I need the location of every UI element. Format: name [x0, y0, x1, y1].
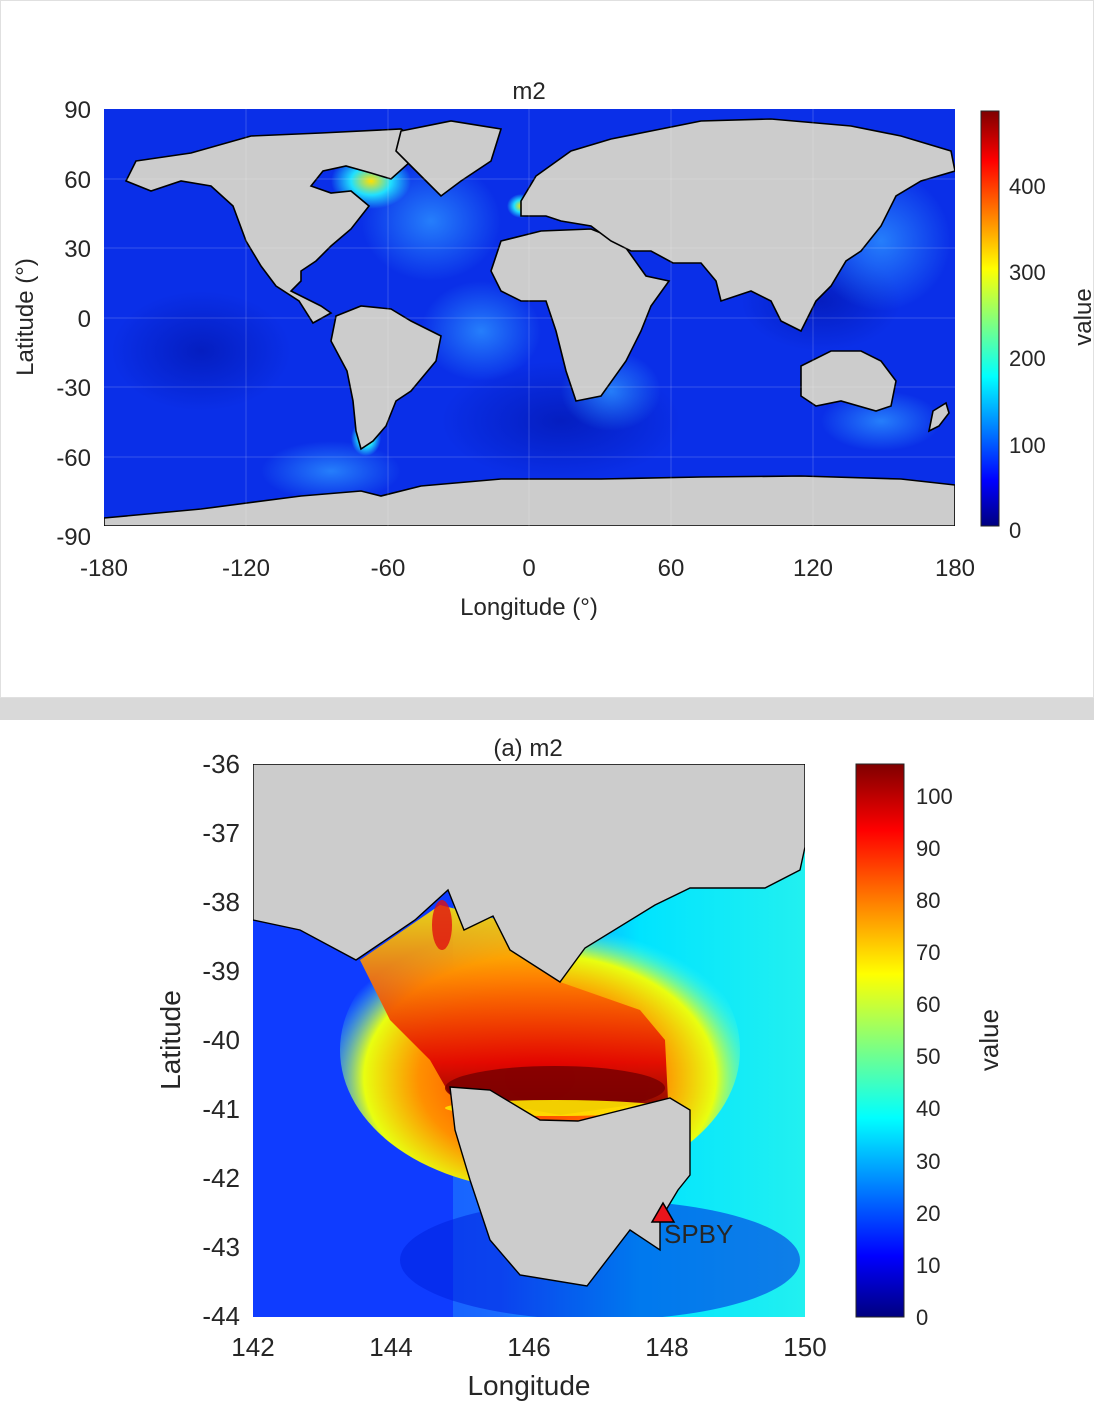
- station-label: SPBY: [664, 1219, 733, 1249]
- colorbar-tick-label: 0: [916, 1305, 928, 1330]
- mainland-australia-land: [253, 764, 805, 983]
- south-america-land: [330, 305, 442, 451]
- colorbar-tick-label: 30: [916, 1149, 940, 1174]
- colorbar-tick-label: 10: [916, 1253, 940, 1278]
- x-axis-ticks: 142 144 146 148 150: [231, 1332, 826, 1362]
- x-tick-label: 120: [793, 555, 833, 582]
- colorbar-tick-label: 400: [1009, 174, 1046, 199]
- y-tick-label: -90: [56, 524, 91, 551]
- y-tick-label: -30: [56, 375, 91, 402]
- colorbar-tick-label: 70: [916, 940, 940, 965]
- y-tick-label: -39: [202, 956, 240, 986]
- colorbar: [980, 110, 1000, 527]
- x-tick-label: 150: [783, 1332, 826, 1362]
- x-tick-label: 0: [522, 555, 535, 582]
- regional-map-panel: (a) m2 SPBY 142 144 146 148 150 -36 -37 …: [0, 720, 1094, 1416]
- x-tick-label: 144: [369, 1332, 412, 1362]
- x-axis-label: Longitude: [467, 1370, 590, 1401]
- x-axis-ticks: -180 -120 -60 0 60 120 180: [80, 555, 975, 582]
- y-tick-label: 30: [64, 236, 91, 263]
- y-axis-ticks: -36 -37 -38 -39 -40 -41 -42 -43 -44: [202, 749, 240, 1331]
- y-tick-label: -60: [56, 445, 91, 472]
- colorbar-label: value: [1070, 288, 1094, 345]
- colorbar-label: value: [974, 1009, 1004, 1071]
- y-tick-label: 90: [64, 97, 91, 124]
- chart-title: (a) m2: [493, 735, 562, 762]
- y-axis-label: Latitude (°): [12, 258, 39, 376]
- y-tick-label: -42: [202, 1163, 240, 1193]
- antarctica-land: [104, 475, 955, 526]
- y-tick-label: -36: [202, 749, 240, 779]
- y-tick-label: -41: [202, 1094, 240, 1124]
- colorbar-tick-label: 20: [916, 1201, 940, 1226]
- y-axis-label: Latitude: [155, 990, 186, 1090]
- y-tick-label: -40: [202, 1025, 240, 1055]
- greenland-land: [395, 120, 503, 198]
- land-masses: [253, 764, 805, 1287]
- colorbar-tick-label: 0: [1009, 518, 1021, 543]
- y-axis-ticks: 90 60 30 0 -30 -60 -90: [56, 97, 91, 551]
- x-tick-label: -180: [80, 555, 128, 582]
- chart-title: m2: [512, 78, 545, 105]
- y-tick-label: -43: [202, 1232, 240, 1262]
- colorbar-tick-label: 80: [916, 888, 940, 913]
- colorbar-tick-label: 200: [1009, 346, 1046, 371]
- eurasia-land: [520, 118, 955, 333]
- global-map-figure: m2 -180 -120 -60 0: [12, 78, 1094, 621]
- tasmania-land: [449, 1086, 691, 1287]
- land-masses: [104, 118, 955, 526]
- new-zealand-land: [927, 401, 950, 433]
- colorbar-tick-label: 60: [916, 992, 940, 1017]
- colorbar-ticks: 0 10 20 30 40 50 60 70 80 90 100: [916, 784, 953, 1330]
- global-map-panel: m2 -180 -120 -60 0: [0, 0, 1094, 698]
- y-tick-label: 0: [78, 306, 91, 333]
- australia-land: [800, 350, 897, 412]
- colorbar-tick-label: 300: [1009, 260, 1046, 285]
- x-tick-label: 60: [658, 555, 685, 582]
- y-tick-label: -38: [202, 887, 240, 917]
- colorbar-tick-label: 90: [916, 836, 940, 861]
- colorbar-tick-label: 100: [1009, 433, 1046, 458]
- grid-lines: [104, 109, 955, 526]
- colorbar-ticks: 0 100 200 300 400: [1009, 174, 1046, 543]
- station-marker-icon: [650, 1201, 676, 1223]
- y-tick-label: 60: [64, 167, 91, 194]
- x-tick-label: 180: [935, 555, 975, 582]
- x-tick-label: 148: [645, 1332, 688, 1362]
- y-tick-label: -37: [202, 818, 240, 848]
- panel-divider: [0, 698, 1094, 720]
- colorbar-tick-label: 50: [916, 1044, 940, 1069]
- x-tick-label: 146: [507, 1332, 550, 1362]
- colorbar-tick-label: 100: [916, 784, 953, 809]
- regional-map-figure: (a) m2 SPBY 142 144 146 148 150 -36 -37 …: [155, 735, 1004, 1401]
- x-tick-label: -120: [222, 555, 270, 582]
- colorbar: [855, 763, 905, 1318]
- y-tick-label: -44: [202, 1301, 240, 1331]
- colorbar-tick-label: 40: [916, 1096, 940, 1121]
- x-axis-label: Longitude (°): [460, 594, 598, 621]
- x-tick-label: -60: [371, 555, 406, 582]
- x-tick-label: 142: [231, 1332, 274, 1362]
